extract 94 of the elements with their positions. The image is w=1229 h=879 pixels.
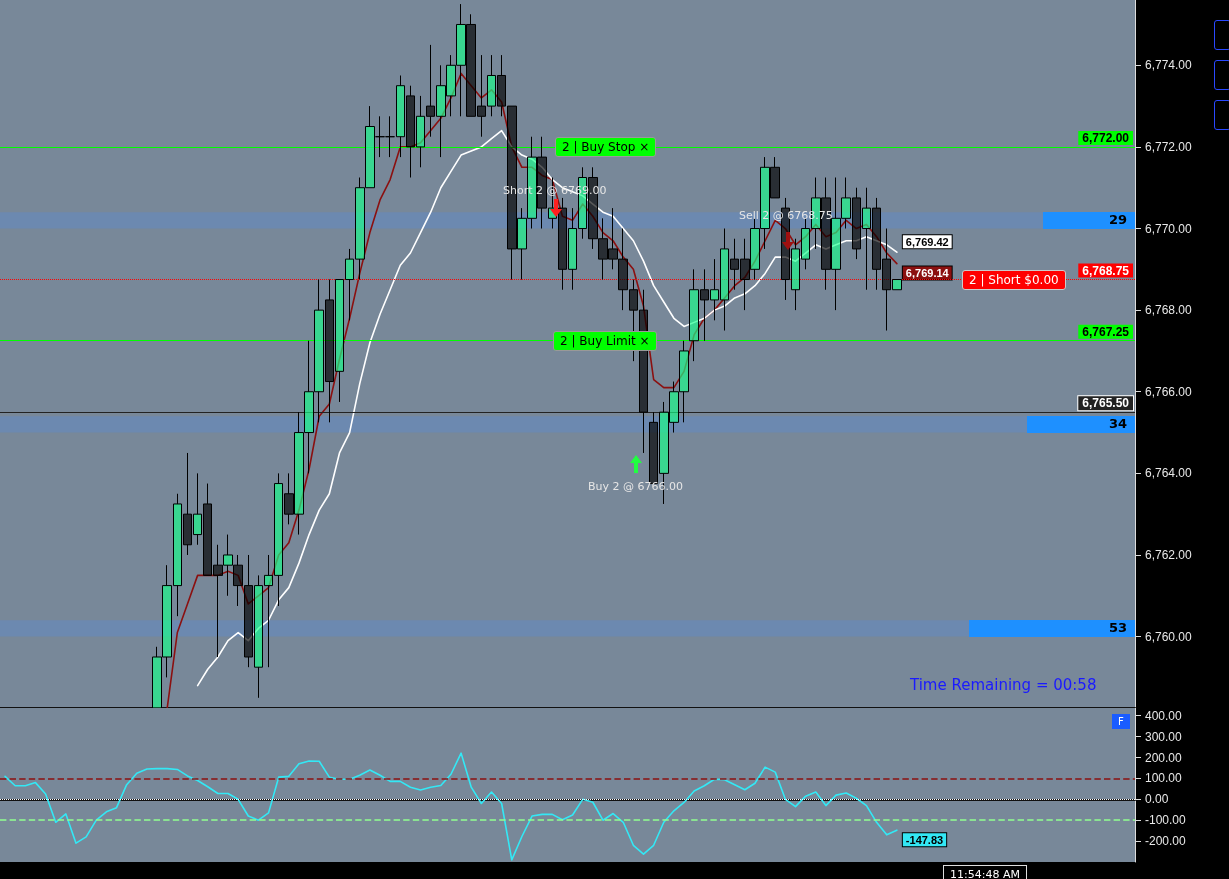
annotation: F (1112, 714, 1130, 729)
y-tick-label: 6,764.00 (1145, 466, 1193, 481)
line-series (166, 72, 898, 708)
candlestick (760, 156, 770, 250)
candlestick (304, 340, 314, 474)
candlestick (598, 217, 608, 281)
y-tick-label: 6,774.00 (1145, 58, 1193, 73)
data-label: 6,769.14 (905, 267, 950, 280)
candlestick (193, 472, 202, 546)
y-tick-label: 6,762.00 (1145, 547, 1193, 562)
annotation: 2 | Buy Limit × (553, 330, 657, 351)
candlestick (173, 493, 182, 617)
candlestick (244, 554, 253, 668)
candlestick (568, 207, 577, 291)
annotation: 2 | Short $0.00 (962, 269, 1066, 290)
y-tick-label: 0.00 (1145, 792, 1169, 807)
candlestick (345, 248, 354, 321)
candlestick (446, 54, 456, 117)
candlestick (325, 279, 334, 423)
candlestick (558, 197, 567, 291)
candlestick (841, 177, 851, 230)
candlestick (152, 646, 162, 708)
candlestick (740, 238, 750, 311)
y-tick-label: 200.00 (1145, 750, 1183, 765)
candlestick (426, 44, 435, 138)
ref-line-label: 6,765.50 (1082, 396, 1130, 411)
candlestick (679, 340, 689, 423)
data-label: 6,769.42 (905, 235, 949, 248)
candlestick (284, 472, 294, 525)
candlestick (689, 268, 699, 362)
candlestick (608, 207, 618, 270)
candlestick (862, 187, 871, 291)
y-tick-label: 100.00 (1145, 771, 1183, 786)
candlestick (406, 85, 415, 179)
y-tick-label: 300.00 (1145, 729, 1183, 744)
candlestick (618, 228, 628, 311)
y-tick-label: 400.00 (1145, 708, 1183, 723)
y-tick-label: 6,770.00 (1145, 221, 1193, 236)
candlestick (162, 564, 172, 678)
ref-line-label: 6,772.00 (1082, 130, 1130, 145)
candlestick (700, 268, 709, 342)
candlestick (233, 554, 243, 607)
candlestick (669, 381, 679, 434)
candlestick (436, 64, 446, 158)
candlestick (831, 177, 841, 311)
candlestick (710, 258, 719, 321)
data-label: -147.83 (905, 833, 944, 846)
candlestick (264, 554, 273, 668)
candlestick (487, 54, 496, 117)
y-tick-label: 6,760.00 (1145, 629, 1193, 644)
candlestick (223, 534, 233, 597)
candlestick (396, 74, 405, 158)
candlestick (213, 544, 223, 658)
candlestick (497, 54, 506, 117)
highlight-box: 34 (1027, 416, 1135, 433)
candlestick (416, 95, 425, 168)
y-tick-label: 6,772.00 (1145, 139, 1193, 154)
candlestick (750, 217, 760, 281)
candlestick (852, 187, 861, 260)
text: 11:54:48 AM (943, 865, 1027, 879)
candlestick (254, 574, 263, 699)
candlestick (872, 197, 881, 291)
candlestick (335, 279, 344, 403)
y-tick-label: -100.00 (1145, 813, 1187, 828)
ref-line-label: 6,767.25 (1082, 324, 1130, 339)
candlestick (294, 411, 304, 536)
candlestick (801, 217, 810, 270)
candlestick (183, 452, 192, 556)
candlestick (477, 54, 486, 138)
candlestick (355, 177, 365, 281)
candlestick (882, 228, 891, 332)
y-tick-label: -200.00 (1145, 834, 1187, 849)
highlight-box: 53 (969, 620, 1135, 637)
candlestick (517, 207, 527, 281)
annotation: Time Remaining = 00:58 (910, 676, 1097, 694)
candlestick (537, 136, 547, 230)
candlestick (274, 472, 283, 607)
candlestick (203, 483, 212, 576)
candlestick (365, 105, 375, 189)
y-tick-label: 6,768.00 (1145, 303, 1193, 318)
candlestick (720, 228, 729, 332)
candlestick (791, 238, 800, 311)
line-series (196, 129, 898, 687)
line-series (4, 752, 898, 861)
candlestick (456, 3, 466, 117)
annotation: 2 | Buy Stop × (555, 136, 657, 157)
candlestick (730, 238, 739, 291)
highlight-box: 29 (1043, 212, 1135, 229)
ref-line-label: 6,768.75 (1082, 263, 1130, 278)
y-tick-label: 6,766.00 (1145, 384, 1193, 399)
candlestick (770, 156, 780, 199)
candlestick (466, 13, 476, 117)
candlestick (314, 279, 324, 423)
candlestick (892, 279, 902, 291)
